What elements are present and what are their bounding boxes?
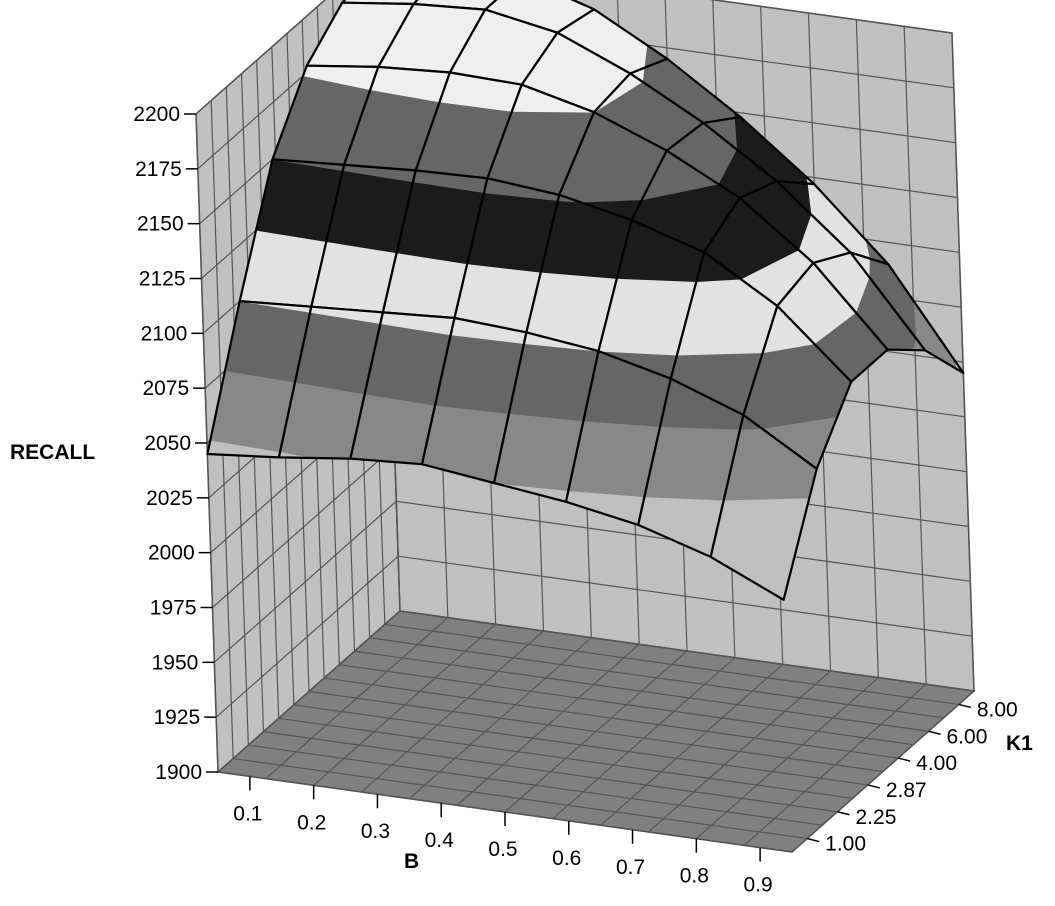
floor-gridline-k1 <box>369 637 944 719</box>
floor-gridline-k1 <box>324 677 899 759</box>
x-tick-label: 0.2 <box>297 811 326 834</box>
z-tick-label: 2200 <box>133 103 180 126</box>
z-axis-title: RECALL <box>10 441 95 464</box>
x-tick-label: 0.1 <box>233 802 262 825</box>
z-tick-label: 2150 <box>137 213 184 236</box>
x-tick-label: 0.7 <box>616 856 645 879</box>
z-tick-label: 1950 <box>152 651 199 674</box>
back-wall-gridline <box>903 26 927 685</box>
z-tick-label: 1925 <box>153 706 200 729</box>
y-tick-label: 1.00 <box>825 833 866 856</box>
floor-gridline-k1 <box>354 650 929 732</box>
floor-gridline-k1 <box>278 717 853 799</box>
z-tick-label: 2000 <box>148 542 195 565</box>
z-tick-label: 2050 <box>144 432 191 455</box>
x-tick-label: 0.5 <box>488 838 517 861</box>
floor-gridline-k1 <box>248 744 823 826</box>
z-tick-label: 2125 <box>139 268 186 291</box>
z-axis-ticks: 1900 1925 1950 1975 2000 2025 2050 2075 2100 2125… <box>133 103 218 784</box>
z-tick-label: 2175 <box>135 158 182 181</box>
floor-gridline-k1 <box>233 757 808 840</box>
y-tick-mark <box>958 703 972 709</box>
z-tick-label: 1900 <box>155 761 202 784</box>
y-tick-mark <box>928 730 941 735</box>
x-tick-label: 0.3 <box>361 820 390 843</box>
floor-gridline-k1 <box>263 731 838 813</box>
floor-gridline-k1 <box>339 664 914 746</box>
x-tick-label: 0.9 <box>744 874 773 897</box>
back-wall-gridline <box>951 32 975 692</box>
y-tick-mark <box>867 784 881 789</box>
y-tick-mark <box>837 811 850 816</box>
y-tick-label: 8.00 <box>977 698 1018 721</box>
z-tick-label: 2075 <box>142 377 189 400</box>
z-tick-label: 1975 <box>150 597 197 620</box>
y-tick-mark <box>806 837 820 843</box>
floor-gridline-k1 <box>293 704 868 786</box>
x-axis-title: B <box>404 850 419 873</box>
y-tick-label: 2.87 <box>886 779 927 802</box>
z-tick-label: 2025 <box>146 487 193 510</box>
surface-cell-outline <box>709 413 818 601</box>
y-tick-mark <box>897 757 911 762</box>
x-axis-ticks: 0.1 0.2 0.3 0.4 0.5 0.6 0.7 0.8 0.9 <box>233 776 773 897</box>
x-tick-label: 0.4 <box>425 829 455 852</box>
floor-gridline-k1 <box>308 690 884 773</box>
surface-mesh <box>206 0 965 601</box>
y-axis-title: K1 <box>1006 732 1033 755</box>
y-tick-label: 6.00 <box>947 725 988 748</box>
z-tick-label: 2100 <box>141 322 188 345</box>
y-axis-ticks: 1.00 2.25 2.87 4.00 6.00 8.00 <box>806 698 1018 856</box>
x-tick-label: 0.8 <box>680 865 709 888</box>
surface-band-patch <box>382 252 468 319</box>
x-tick-label: 0.6 <box>552 847 581 870</box>
floor-gridline-k1 <box>384 623 959 706</box>
y-tick-label: 4.00 <box>916 752 957 775</box>
floor-gridline-k1 <box>399 610 975 692</box>
y-tick-label: 2.25 <box>856 806 897 829</box>
